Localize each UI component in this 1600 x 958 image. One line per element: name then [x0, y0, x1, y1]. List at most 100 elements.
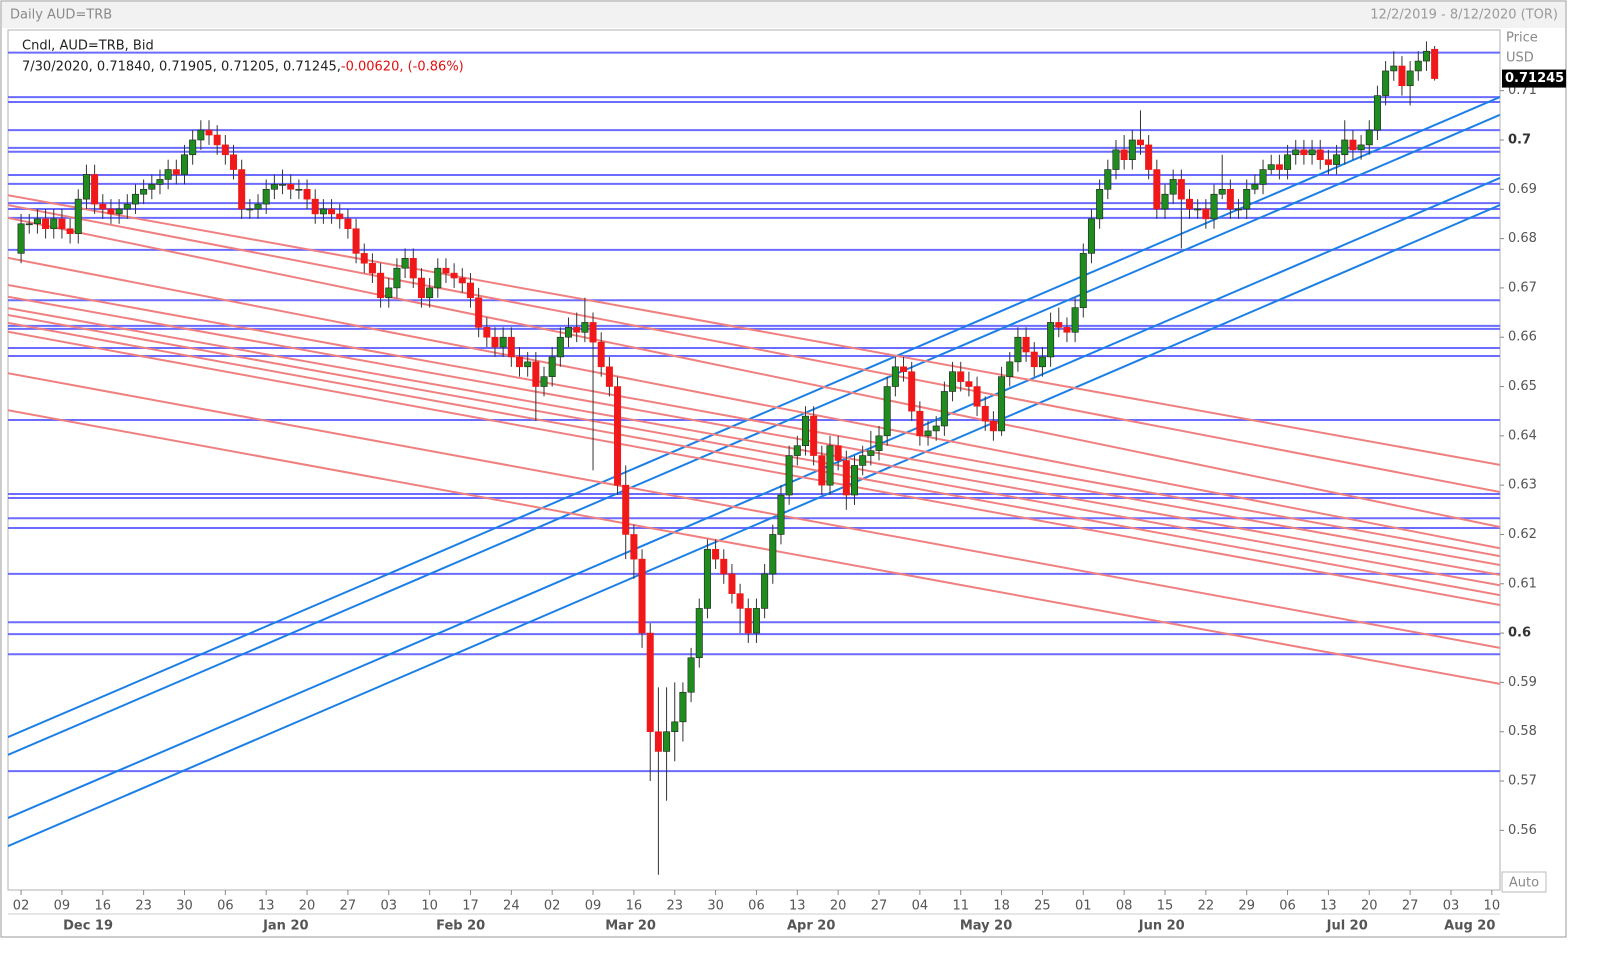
trendline [8, 194, 1500, 466]
candle-body [573, 327, 581, 333]
candle-body [1422, 50, 1430, 62]
y-tick-label: 0.6 [1508, 626, 1531, 641]
candle-body [540, 376, 548, 387]
scale-mode[interactable]: Auto [1509, 876, 1539, 891]
trendline [8, 177, 1500, 819]
x-tick-label: 10 [421, 899, 438, 914]
month-label: Jan 20 [262, 919, 308, 934]
y-tick-label: 0.58 [1508, 724, 1537, 739]
candle-body [1096, 188, 1104, 220]
candle-body [810, 415, 818, 456]
candle-body [867, 450, 875, 456]
window-title: Daily AUD=TRB [10, 8, 112, 23]
x-tick-label: 23 [135, 899, 152, 914]
candle-body [973, 386, 981, 407]
candle-body [499, 336, 507, 348]
candle-body [311, 198, 319, 215]
candle-body [1014, 336, 1022, 363]
x-tick-label: 20 [1361, 899, 1378, 914]
candle-body [1022, 336, 1030, 353]
candle-body [777, 494, 785, 535]
candle-body [940, 391, 948, 427]
candle-body [1373, 95, 1381, 131]
candle-body [50, 218, 58, 230]
candle-body [744, 608, 752, 634]
x-tick-label: 18 [993, 899, 1010, 914]
candle-body [58, 218, 66, 230]
month-label: Jun 20 [1138, 919, 1185, 934]
x-tick-label: 09 [585, 899, 602, 914]
candle-body [785, 455, 793, 496]
candle-body [630, 534, 638, 560]
candle-body [230, 154, 238, 170]
candle-body [900, 366, 908, 373]
month-label: May 20 [960, 919, 1012, 934]
x-tick-label: 10 [1484, 899, 1501, 914]
candle-body [491, 336, 499, 348]
candle-body [303, 188, 311, 200]
candle-body [254, 203, 262, 210]
candle-body [614, 386, 622, 486]
candle-body [597, 341, 605, 368]
x-tick-label: 30 [707, 899, 724, 914]
candle-body [368, 262, 376, 274]
candle-body [1202, 208, 1210, 220]
candle-body [1210, 193, 1218, 220]
x-tick-label: 06 [217, 899, 234, 914]
trendline [8, 372, 1500, 649]
candle-body [1341, 139, 1349, 156]
y-tick-label: 0.66 [1508, 330, 1537, 345]
candle-body [736, 593, 744, 609]
candle-body [679, 691, 687, 723]
header-bar [2, 2, 1565, 28]
candle-body [916, 410, 924, 437]
candle-body [221, 144, 229, 156]
candle-body [1275, 164, 1283, 170]
candle-body [883, 386, 891, 437]
scale-button[interactable] [1501, 871, 1547, 893]
candle-body [818, 455, 826, 486]
candle-body [1186, 198, 1194, 210]
x-tick-label: 06 [1279, 899, 1296, 914]
candle-body [1071, 307, 1079, 333]
candle-body [720, 558, 728, 575]
y-tick-label: 0.65 [1508, 379, 1537, 394]
candle-body [932, 425, 940, 432]
trendline [8, 330, 1500, 606]
change-text: -0.00620, (-0.86%) [341, 60, 464, 75]
candle-body [140, 188, 148, 195]
trendline [8, 295, 1500, 567]
candle-body [851, 465, 859, 496]
trendline [8, 321, 1500, 597]
candle-body [213, 134, 221, 146]
candle-body [360, 253, 368, 264]
candle-body [131, 193, 139, 205]
axes: 0.56 0.57 0.58 0.59 0.6 0.61 0.62 0.63 0.64 0.65 0… [8, 83, 1537, 934]
candle-body [246, 208, 254, 211]
month-label: Mar 20 [605, 919, 656, 934]
x-tick-label: 11 [952, 899, 969, 914]
candle-body [197, 129, 205, 141]
candle-body [1414, 60, 1422, 72]
candle-body [328, 208, 336, 215]
candle-body [1308, 149, 1316, 156]
candle-body [1161, 193, 1169, 210]
x-tick-label: 13 [258, 899, 275, 914]
candle-body [33, 218, 41, 225]
candle-body [859, 455, 867, 466]
candle-body [434, 267, 442, 289]
candle-body [458, 277, 466, 284]
candle-body [834, 445, 842, 461]
candle-body [401, 258, 409, 269]
y-tick-label: 0.57 [1508, 774, 1537, 789]
candle-body [1235, 208, 1243, 211]
x-tick-label: 03 [380, 899, 397, 914]
trendline [8, 216, 1500, 529]
candle-body [466, 282, 474, 299]
candle-body [1390, 65, 1398, 72]
candle-body [262, 188, 270, 205]
candle-body [1349, 139, 1357, 151]
candle-body [875, 435, 883, 451]
candle-body [1218, 188, 1226, 195]
candle-body [1055, 322, 1063, 328]
